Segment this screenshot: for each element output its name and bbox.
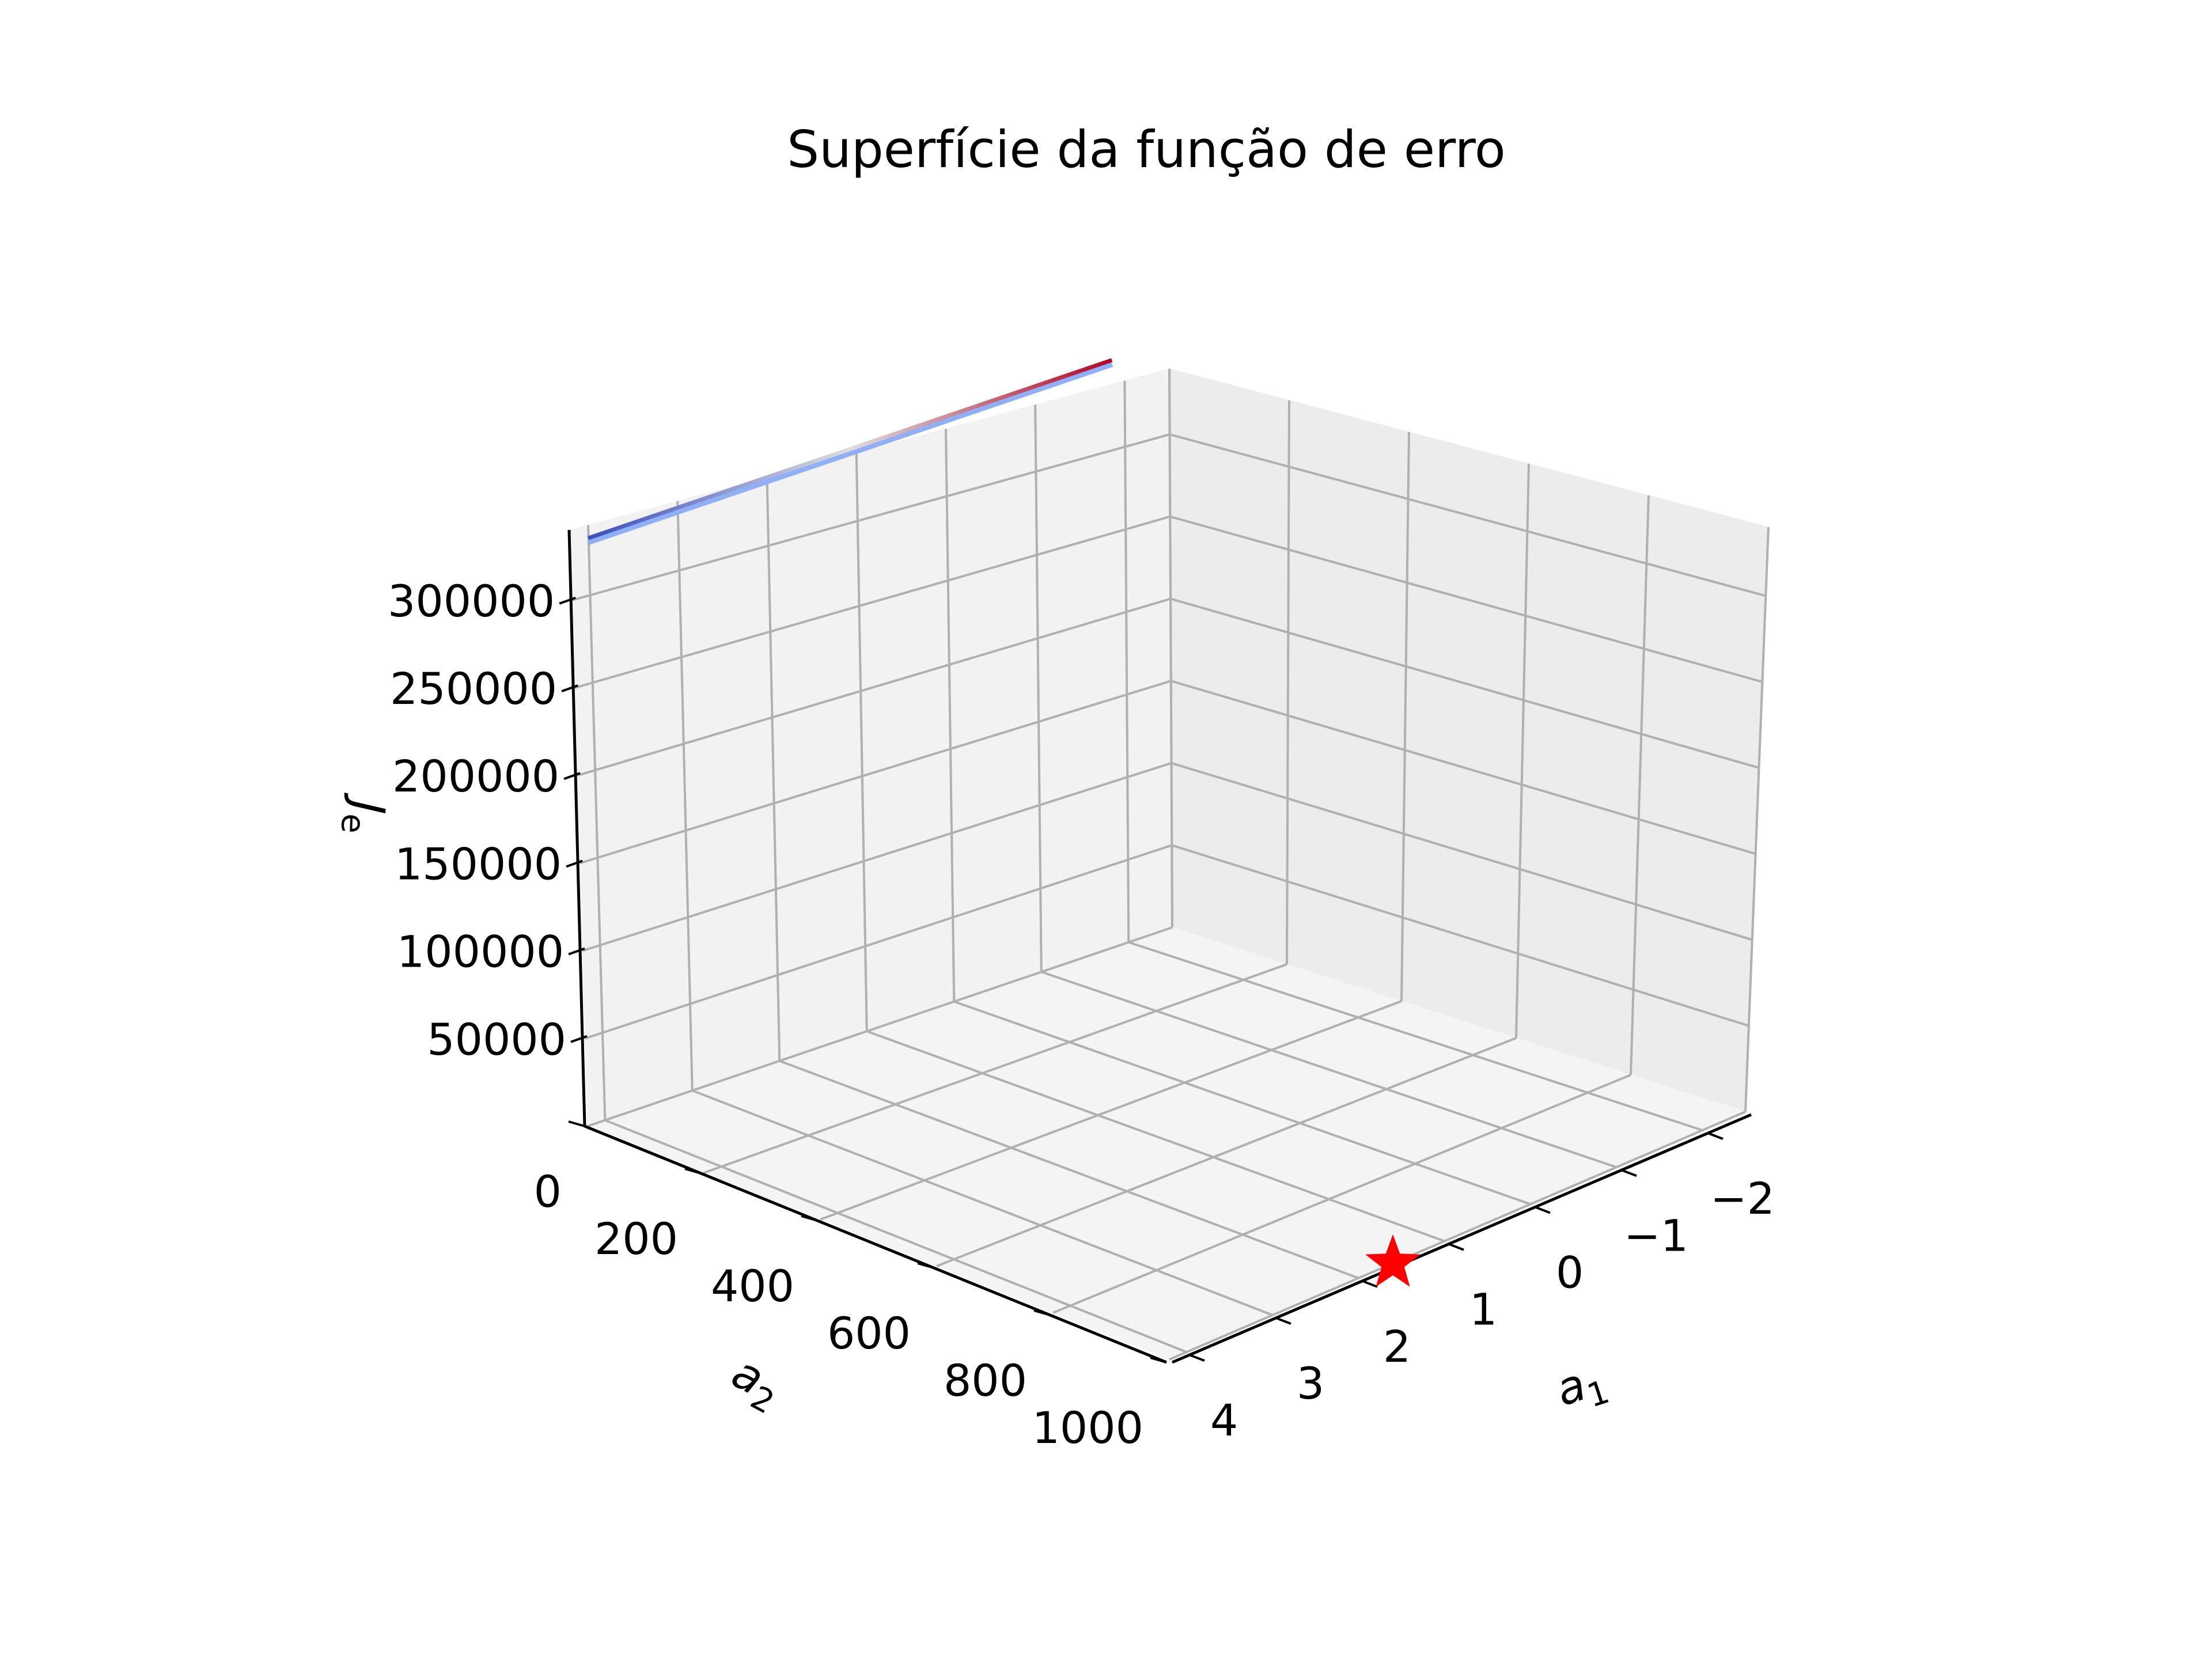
x-axis-label: a1 xyxy=(1550,1353,1613,1424)
y-tick-label-1: 200 xyxy=(594,1213,678,1264)
x-tick-mark-2 xyxy=(1362,1279,1378,1288)
grid-line-a1-2 xyxy=(779,1059,1359,1279)
z-tick-label-0: 50000 xyxy=(427,1014,566,1065)
surface-strip xyxy=(588,358,1113,540)
grid-wall-a2-5 xyxy=(1744,527,1770,1112)
y-tick-label-4: 800 xyxy=(944,1355,1027,1406)
y-axis-line xyxy=(584,1124,1167,1364)
grid-wall-a1-6 xyxy=(1123,380,1130,942)
x-tick-label-0: 4 xyxy=(1210,1395,1238,1446)
y-axis-label: a2 xyxy=(720,1347,790,1422)
star-marker xyxy=(1365,1234,1421,1287)
z-tick-mark-3 xyxy=(563,772,581,781)
grid-line-a2-5 xyxy=(1169,1111,1746,1361)
surface-strip-under xyxy=(587,360,1113,545)
grid-wall-a1-0 xyxy=(587,525,607,1120)
z-tick-label-3: 200000 xyxy=(392,751,559,802)
y-tick-label-0: 0 xyxy=(534,1166,562,1217)
grid-wall-a1-2 xyxy=(766,477,781,1061)
x-tick-label-6: −2 xyxy=(1710,1173,1775,1224)
x-tick-mark-4 xyxy=(1535,1206,1551,1214)
x-axis-line xyxy=(1172,1113,1752,1364)
grid-wall-a2-3 xyxy=(1515,463,1530,1039)
z-tick-label-5: 300000 xyxy=(388,575,555,627)
y-tick-mark-1 xyxy=(684,1168,702,1175)
z-tick-label-2: 150000 xyxy=(395,838,562,889)
x-tick-mark-1 xyxy=(1275,1317,1291,1325)
x-tick-mark-0 xyxy=(1189,1354,1205,1362)
z-axis-label: Je xyxy=(334,792,394,835)
x-tick-label-3: 1 xyxy=(1469,1284,1497,1335)
grid-lines xyxy=(571,368,1770,1361)
z-axis-line xyxy=(567,529,586,1127)
grid-back-edge xyxy=(1168,368,1173,928)
y-tick-mark-4 xyxy=(1033,1309,1051,1316)
y-tick-mark-0 xyxy=(568,1120,585,1127)
y-tick-label-2: 400 xyxy=(711,1260,794,1312)
grid-line-a2-2 xyxy=(820,1000,1402,1221)
x-tick-label-2: 2 xyxy=(1383,1321,1411,1372)
x-tick-mark-6 xyxy=(1707,1132,1724,1140)
grid-line-a2-1 xyxy=(703,963,1287,1174)
grid-line-a1-0 xyxy=(604,1119,1187,1354)
error-surface xyxy=(587,358,1113,545)
z-tick-label-4: 250000 xyxy=(390,663,557,714)
y-tick-mark-2 xyxy=(801,1215,818,1222)
y-tick-label-3: 600 xyxy=(827,1308,911,1359)
grid-line-a2-4 xyxy=(1052,1074,1631,1314)
y-tick-mark-5 xyxy=(1150,1357,1167,1363)
z-tick-mark-2 xyxy=(566,859,583,868)
y-tick-mark-3 xyxy=(917,1262,934,1269)
grid-line-a1-3 xyxy=(866,1030,1445,1243)
grid-line-a1-5 xyxy=(1041,971,1617,1169)
grid-line-a2-3 xyxy=(936,1037,1517,1267)
axis-lines xyxy=(567,529,1752,1364)
x-tick-mark-3 xyxy=(1448,1243,1464,1251)
y-tick-label-5: 1000 xyxy=(1032,1402,1143,1453)
z-tick-mark-0 xyxy=(570,1035,588,1043)
x-tick-label-1: 3 xyxy=(1297,1358,1324,1409)
x-tick-label-4: 0 xyxy=(1556,1247,1584,1298)
grid-wall-a2-4 xyxy=(1630,495,1650,1075)
grid-wall-a1-3 xyxy=(855,453,868,1032)
z-tick-mark-1 xyxy=(568,947,585,956)
grid-wall-a1-5 xyxy=(1034,404,1043,972)
z-tick-mark-5 xyxy=(559,596,576,605)
grid-line-a1-4 xyxy=(953,1000,1531,1206)
z-tick-label-1: 100000 xyxy=(397,926,564,978)
x-tick-mark-5 xyxy=(1621,1169,1637,1177)
grid-wall-a1-1 xyxy=(676,501,694,1091)
grid-line-a1-6 xyxy=(1128,941,1703,1131)
grid-wall-a2-1 xyxy=(1286,400,1290,965)
chart-title: Superfície da função de erro xyxy=(787,120,1505,179)
grid-line-a2-0 xyxy=(587,926,1173,1127)
grid-wall-a1-4 xyxy=(944,429,956,1002)
minimum-marker xyxy=(1365,1234,1421,1287)
grid-line-a1-1 xyxy=(692,1089,1273,1316)
grid-wall-a2-2 xyxy=(1400,431,1410,1002)
z-tick-mark-4 xyxy=(561,684,578,692)
x-tick-label-5: −1 xyxy=(1624,1210,1688,1261)
